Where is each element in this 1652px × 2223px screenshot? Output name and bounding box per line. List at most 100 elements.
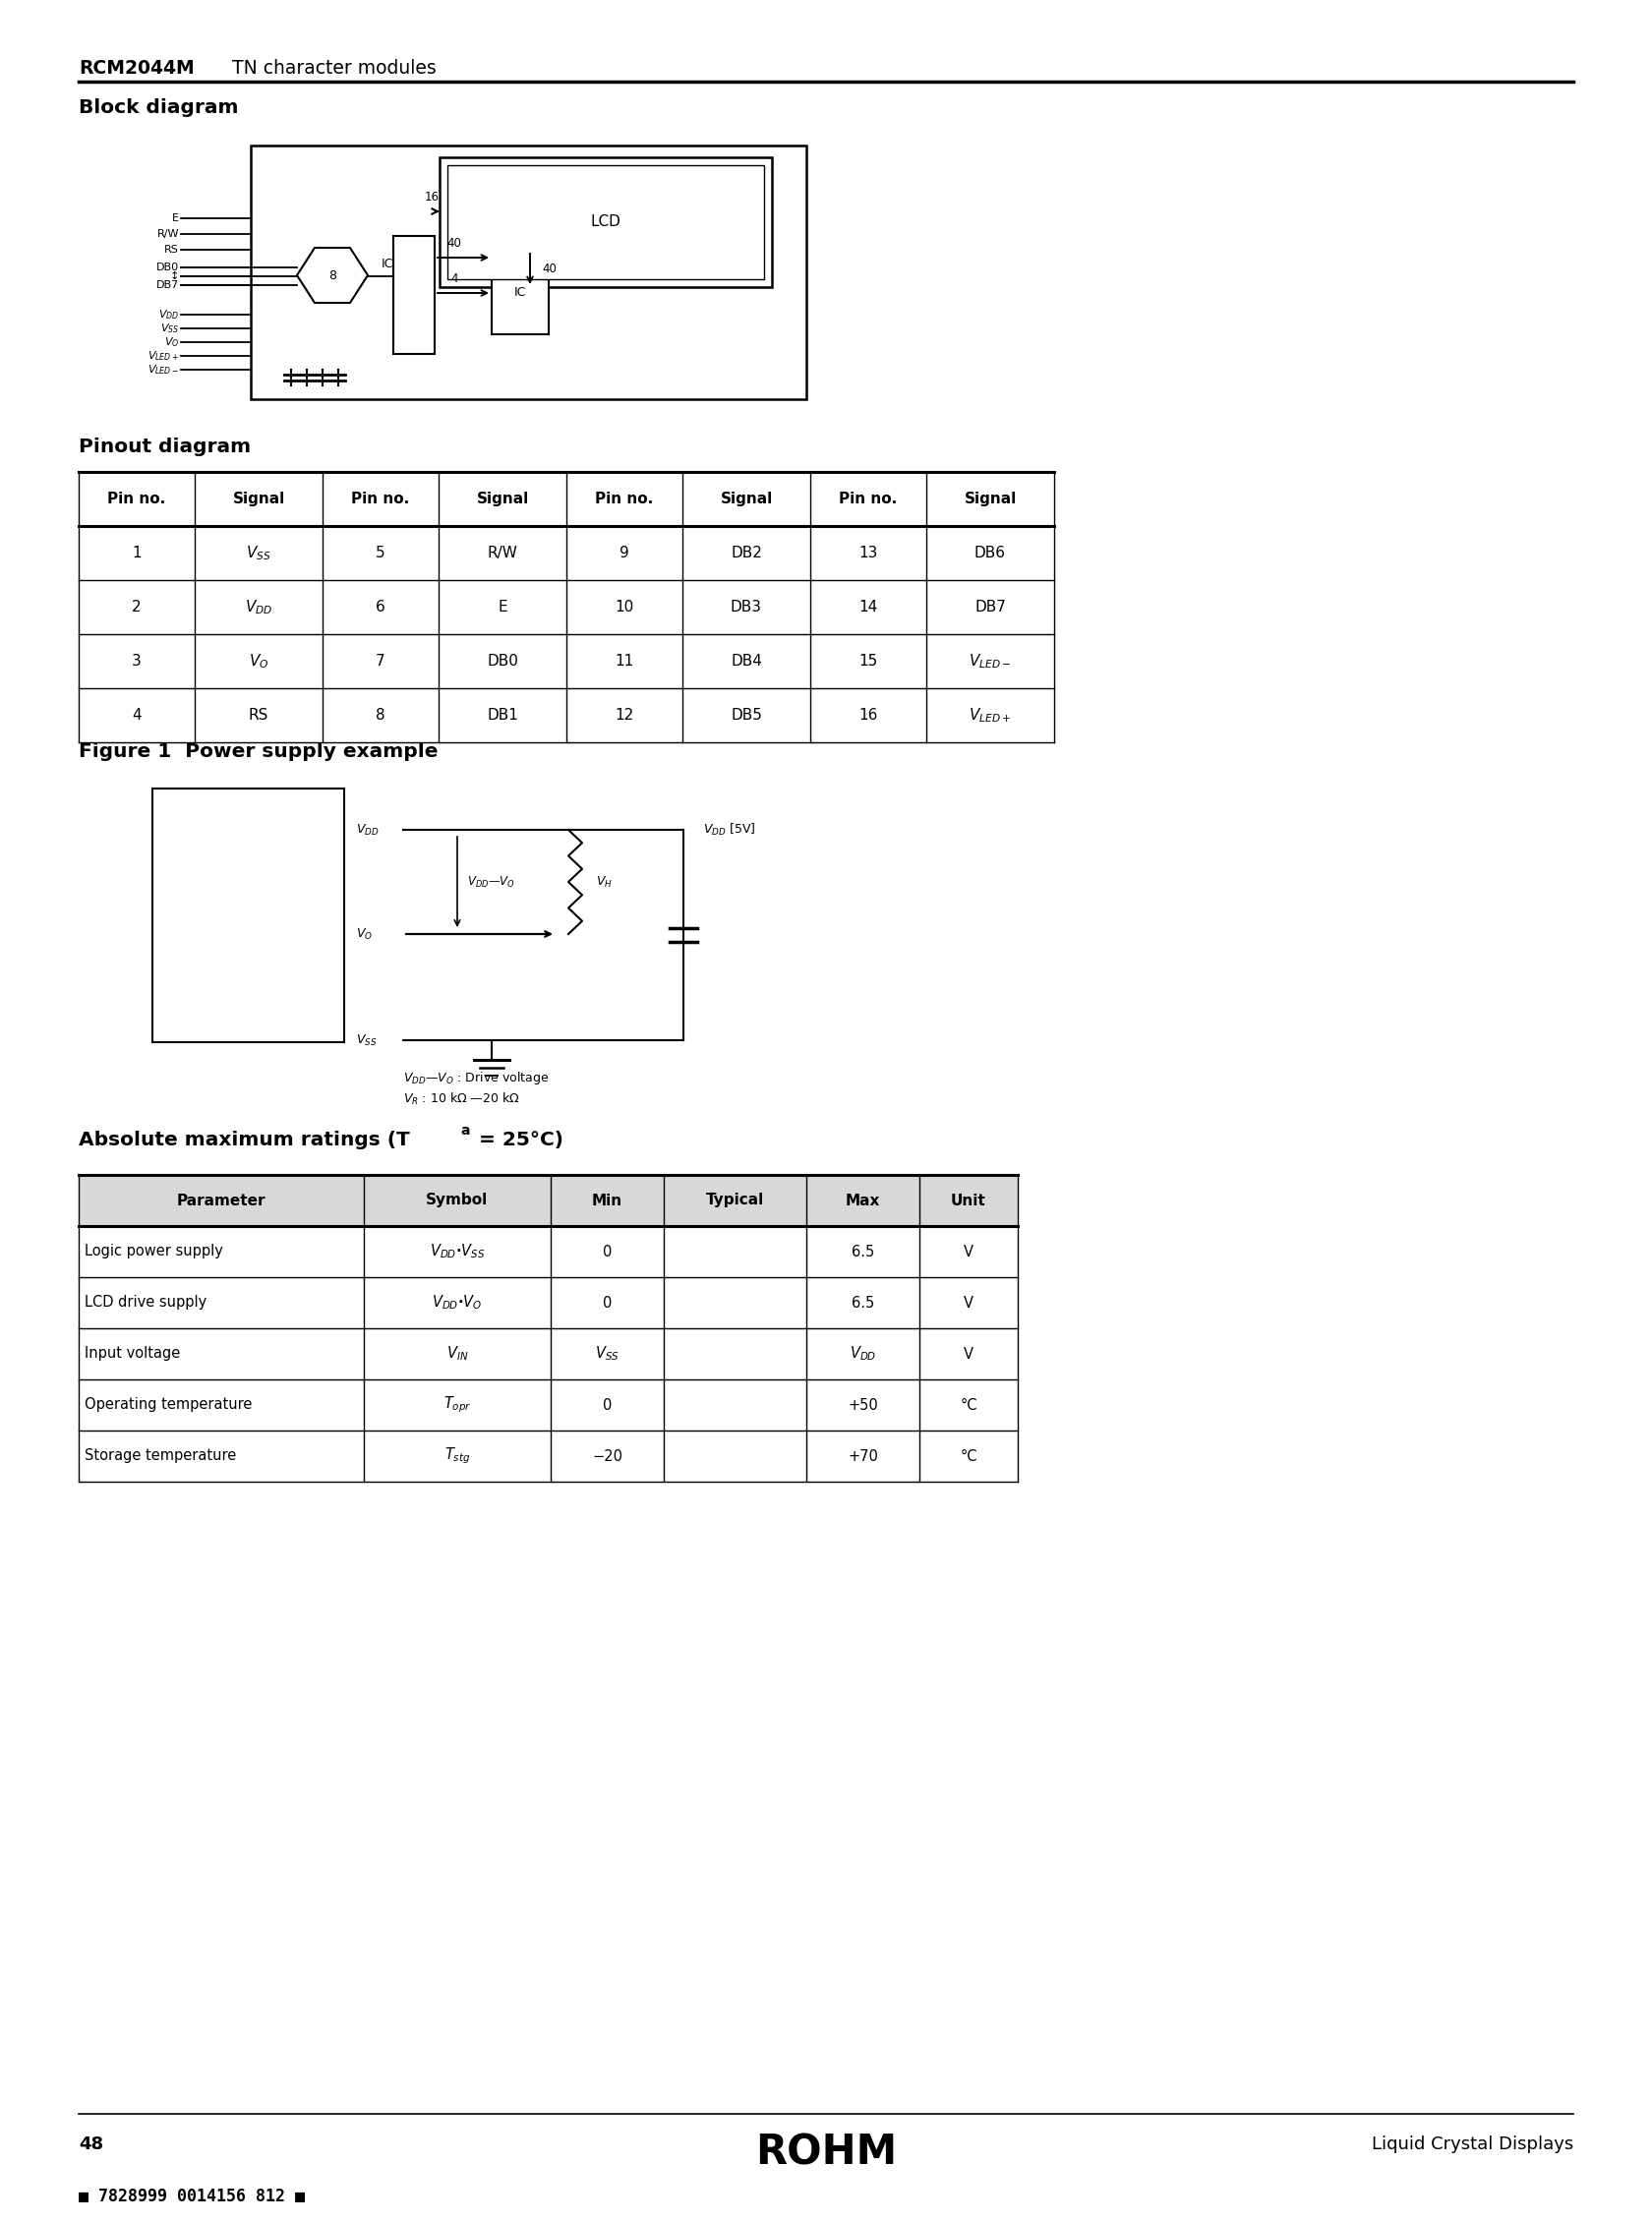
Text: V: V: [963, 1347, 973, 1360]
Text: 16: 16: [425, 191, 439, 205]
Text: 14: 14: [859, 600, 877, 614]
Text: IC: IC: [514, 287, 527, 298]
Text: IC: IC: [382, 258, 393, 269]
Text: DB0: DB0: [157, 262, 178, 273]
Text: Block diagram: Block diagram: [79, 98, 238, 118]
Text: $V_{DD}$: $V_{DD}$: [159, 307, 178, 322]
Text: $V_O$: $V_O$: [248, 651, 269, 671]
Text: DB5: DB5: [730, 707, 762, 722]
Text: $V_{SS}$: $V_{SS}$: [160, 322, 178, 336]
Text: +70: +70: [847, 1449, 879, 1463]
Bar: [439, 158, 771, 287]
Text: 40: 40: [542, 262, 557, 276]
Text: DB3: DB3: [730, 600, 762, 614]
Text: LCD drive supply: LCD drive supply: [84, 1296, 206, 1309]
Bar: [448, 165, 763, 280]
Text: $V_{SS}$: $V_{SS}$: [355, 1034, 377, 1047]
Text: $V_{DD}$ [5V]: $V_{DD}$ [5V]: [704, 823, 755, 838]
Text: $T_{opr}$: $T_{opr}$: [443, 1394, 471, 1416]
Text: 6.5: 6.5: [851, 1245, 874, 1258]
Text: +50: +50: [847, 1398, 877, 1412]
Text: 13: 13: [859, 545, 877, 560]
Text: DB1: DB1: [487, 707, 519, 722]
Text: $V_{LED-}$: $V_{LED-}$: [970, 651, 1011, 671]
Text: 1: 1: [132, 545, 142, 560]
Text: Parameter: Parameter: [177, 1194, 266, 1207]
Text: 8: 8: [329, 269, 337, 282]
Polygon shape: [297, 247, 368, 302]
Text: 5: 5: [375, 545, 385, 560]
Text: E: E: [497, 600, 507, 614]
Text: $V_{LED+}$: $V_{LED+}$: [147, 349, 178, 362]
Text: DB7: DB7: [975, 600, 1006, 614]
Text: $V_R$ : 10 kΩ —20 kΩ: $V_R$ : 10 kΩ —20 kΩ: [403, 1091, 520, 1107]
Text: °C: °C: [960, 1449, 978, 1463]
Text: RCM2044M: RCM2044M: [79, 60, 195, 78]
Text: 3: 3: [132, 654, 142, 669]
Text: 2: 2: [132, 600, 142, 614]
Text: Pinout diagram: Pinout diagram: [79, 438, 251, 456]
Text: 7: 7: [375, 654, 385, 669]
Text: DB6: DB6: [975, 545, 1006, 560]
Text: Liquid Crystal Displays: Liquid Crystal Displays: [1371, 2136, 1573, 2154]
Text: $V_{LED+}$: $V_{LED+}$: [970, 707, 1011, 725]
Text: Signal: Signal: [476, 491, 529, 507]
Text: $V_{SS}$: $V_{SS}$: [595, 1345, 620, 1363]
Text: Min: Min: [591, 1194, 623, 1207]
Text: Signal: Signal: [965, 491, 1016, 507]
Text: Signal: Signal: [233, 491, 284, 507]
Text: 10: 10: [615, 600, 634, 614]
Text: R/W: R/W: [157, 229, 178, 238]
Text: RS: RS: [164, 245, 178, 256]
Text: $V_{DD}$$\mathbf{\cdot}$$V_O$: $V_{DD}$$\mathbf{\cdot}$$V_O$: [431, 1294, 482, 1312]
Text: LCD: LCD: [590, 216, 621, 229]
Text: V: V: [963, 1296, 973, 1309]
Text: Figure 1  Power supply example: Figure 1 Power supply example: [79, 742, 438, 760]
Text: ↕: ↕: [170, 271, 178, 280]
Text: Input voltage: Input voltage: [84, 1347, 180, 1360]
Text: $V_{DD}$—$V_O$ : Drive voltage: $V_{DD}$—$V_O$ : Drive voltage: [403, 1069, 548, 1087]
Text: V: V: [963, 1245, 973, 1258]
Bar: [79, 1176, 1018, 1227]
Text: 4: 4: [451, 273, 458, 285]
Bar: [251, 144, 806, 400]
Text: R/W: R/W: [487, 545, 517, 560]
Text: $V_O$: $V_O$: [164, 336, 178, 349]
Text: Pin no.: Pin no.: [839, 491, 897, 507]
Bar: [152, 789, 344, 1043]
Text: $V_{DD}$: $V_{DD}$: [849, 1345, 876, 1363]
Text: a: a: [461, 1125, 469, 1138]
Text: 12: 12: [615, 707, 634, 722]
Text: Pin no.: Pin no.: [595, 491, 654, 507]
Text: Typical: Typical: [705, 1194, 765, 1207]
Text: DB7: DB7: [155, 280, 178, 289]
Text: −20: −20: [591, 1449, 623, 1463]
Text: ROHM: ROHM: [755, 2132, 897, 2172]
Text: 15: 15: [859, 654, 877, 669]
Text: 16: 16: [859, 707, 877, 722]
Text: = 25°C): = 25°C): [472, 1132, 563, 1149]
Text: Max: Max: [846, 1194, 881, 1207]
Text: 40: 40: [448, 238, 461, 249]
Text: 8: 8: [375, 707, 385, 722]
Text: 4: 4: [132, 707, 142, 722]
Text: 48: 48: [79, 2136, 104, 2154]
Text: 0: 0: [603, 1296, 611, 1309]
Text: Pin no.: Pin no.: [352, 491, 410, 507]
Text: Signal: Signal: [720, 491, 773, 507]
Text: $V_{DD}$$\mathbf{\cdot}$$V_{SS}$: $V_{DD}$$\mathbf{\cdot}$$V_{SS}$: [430, 1243, 486, 1260]
Text: 11: 11: [615, 654, 634, 669]
Text: $V_{DD}$: $V_{DD}$: [244, 598, 273, 616]
Text: Operating temperature: Operating temperature: [84, 1398, 253, 1412]
Text: 6: 6: [375, 600, 385, 614]
Text: Logic power supply: Logic power supply: [84, 1245, 223, 1258]
Text: $V_{DD}$: $V_{DD}$: [355, 823, 380, 838]
Text: DB0: DB0: [487, 654, 519, 669]
Text: Unit: Unit: [952, 1194, 986, 1207]
Bar: [492, 251, 548, 333]
Text: 9: 9: [620, 545, 629, 560]
Text: Symbol: Symbol: [426, 1194, 489, 1207]
Text: Storage temperature: Storage temperature: [84, 1449, 236, 1463]
Text: $V_O$: $V_O$: [355, 927, 373, 943]
Text: 0: 0: [603, 1245, 611, 1258]
